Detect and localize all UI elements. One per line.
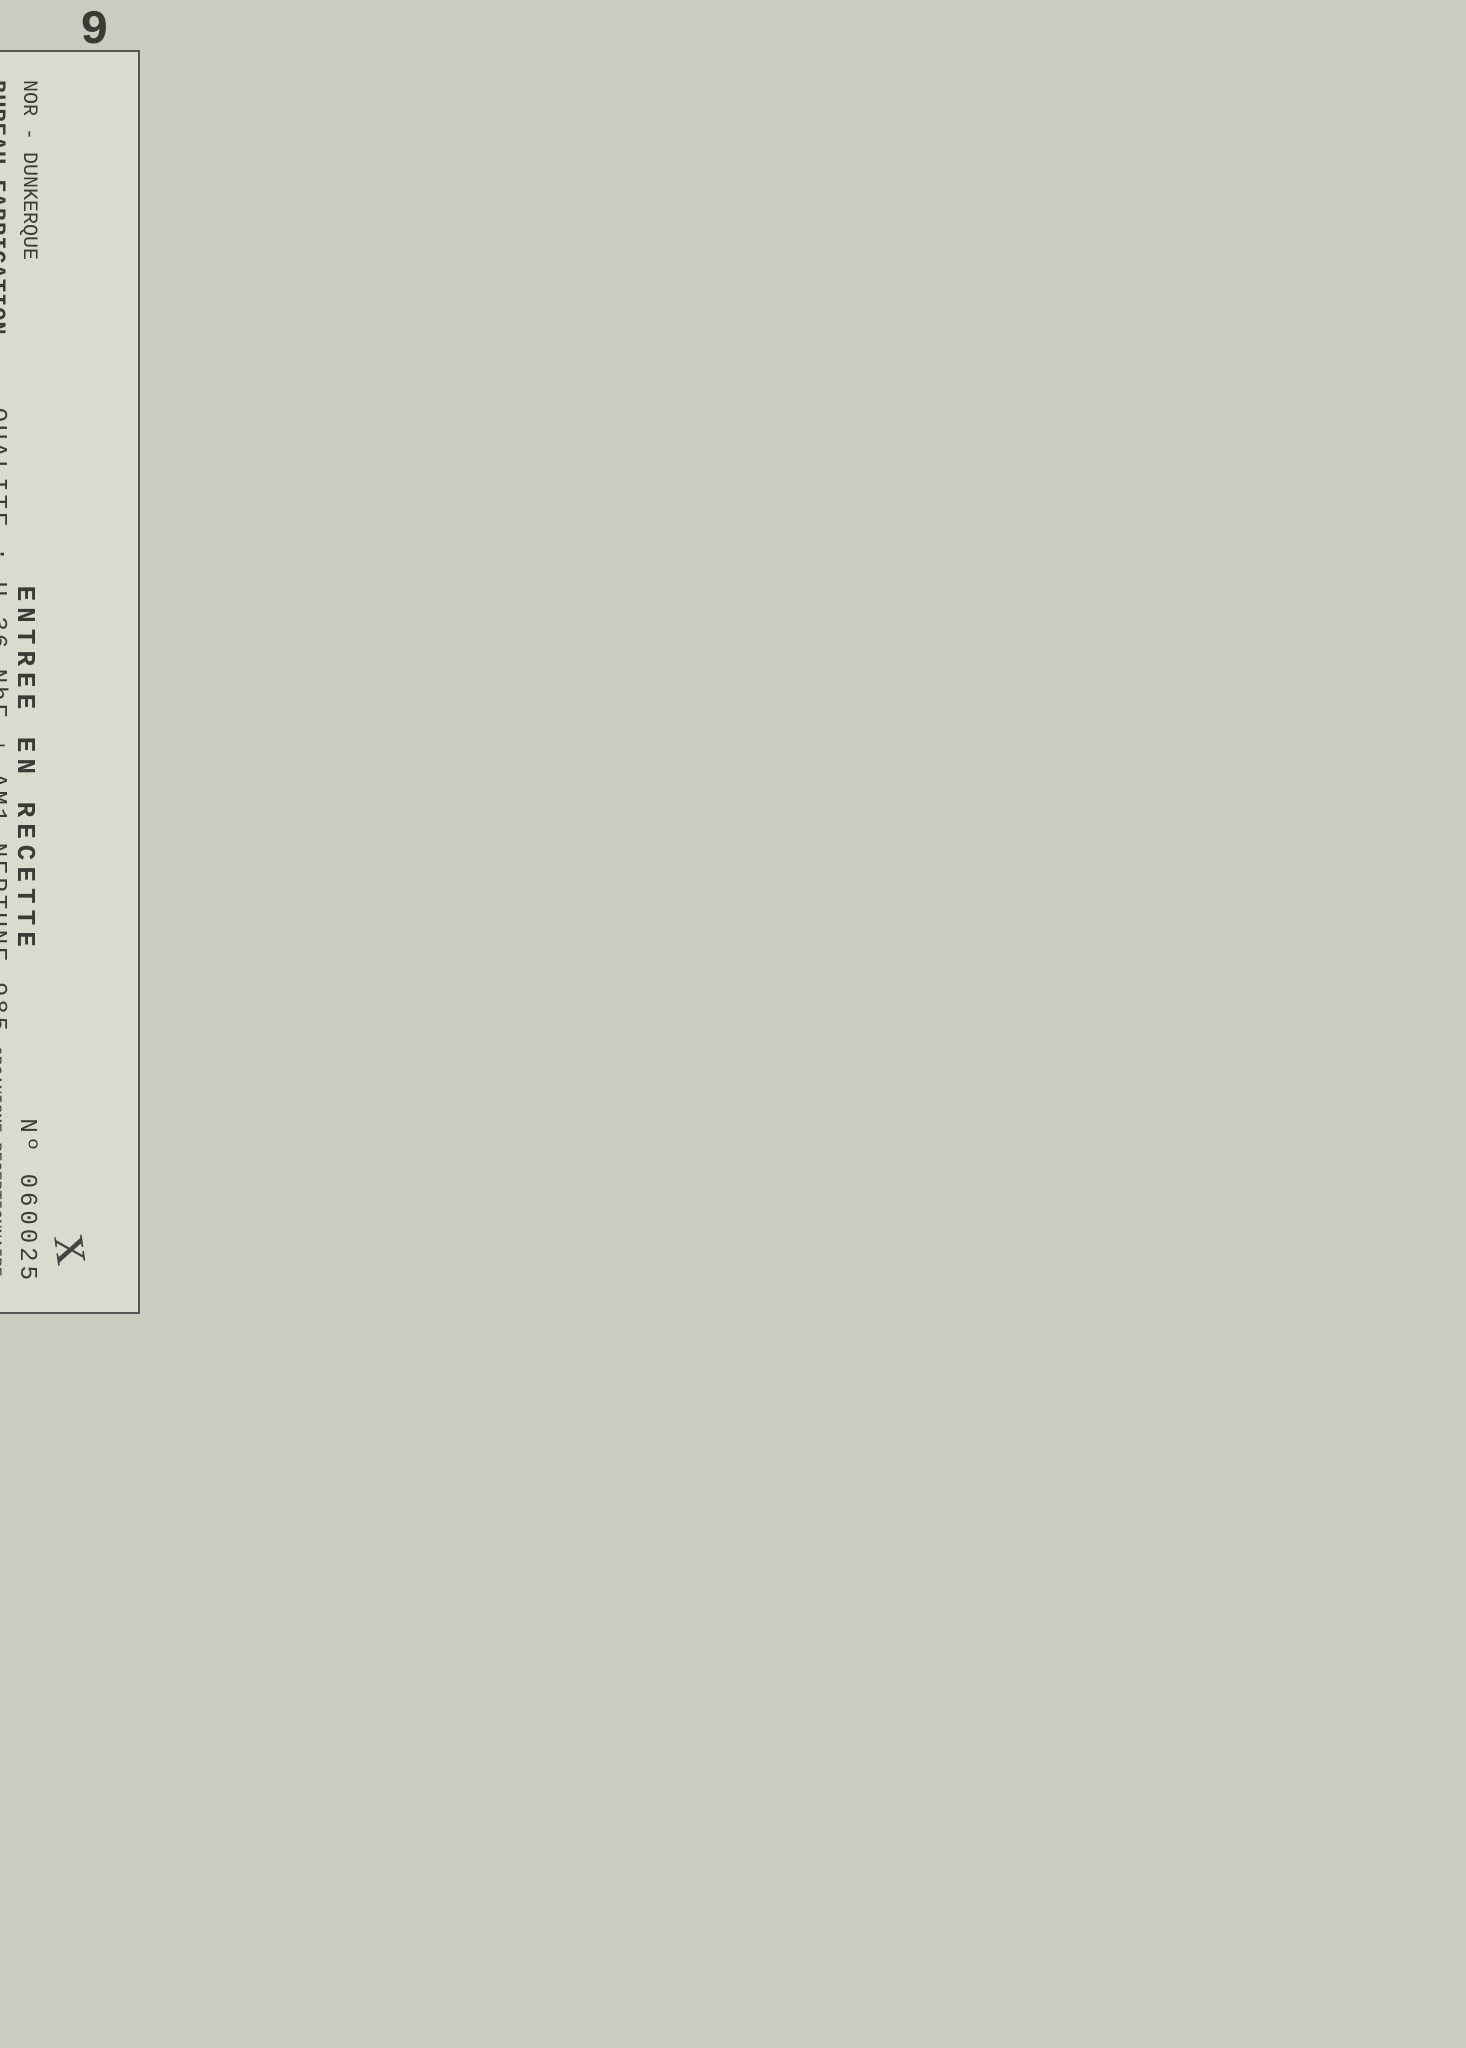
bureau-label: BUREAU FABRICATION — [0, 80, 9, 336]
doc-no-label: Nº — [13, 1118, 40, 1155]
company: NOR - DUNKERQUE — [10, 80, 40, 260]
qualite-value: U 36 NbF + AM1 NEPTUNE 985 — [0, 582, 10, 1034]
header-block: NOR - DUNKERQUE ENTREE EN RECETTE Nº 060… — [0, 60, 40, 1304]
doc-no: 060025 — [13, 1174, 40, 1284]
qualite-label: QUALITE : — [0, 408, 10, 565]
form-title: ENTREE EN RECETTE — [10, 586, 40, 953]
document-sheet: x x NOR - DUNKERQUE ENTREE EN RECETTE Nº… — [0, 50, 140, 1314]
hand-mark-top: x — [39, 1229, 112, 1268]
